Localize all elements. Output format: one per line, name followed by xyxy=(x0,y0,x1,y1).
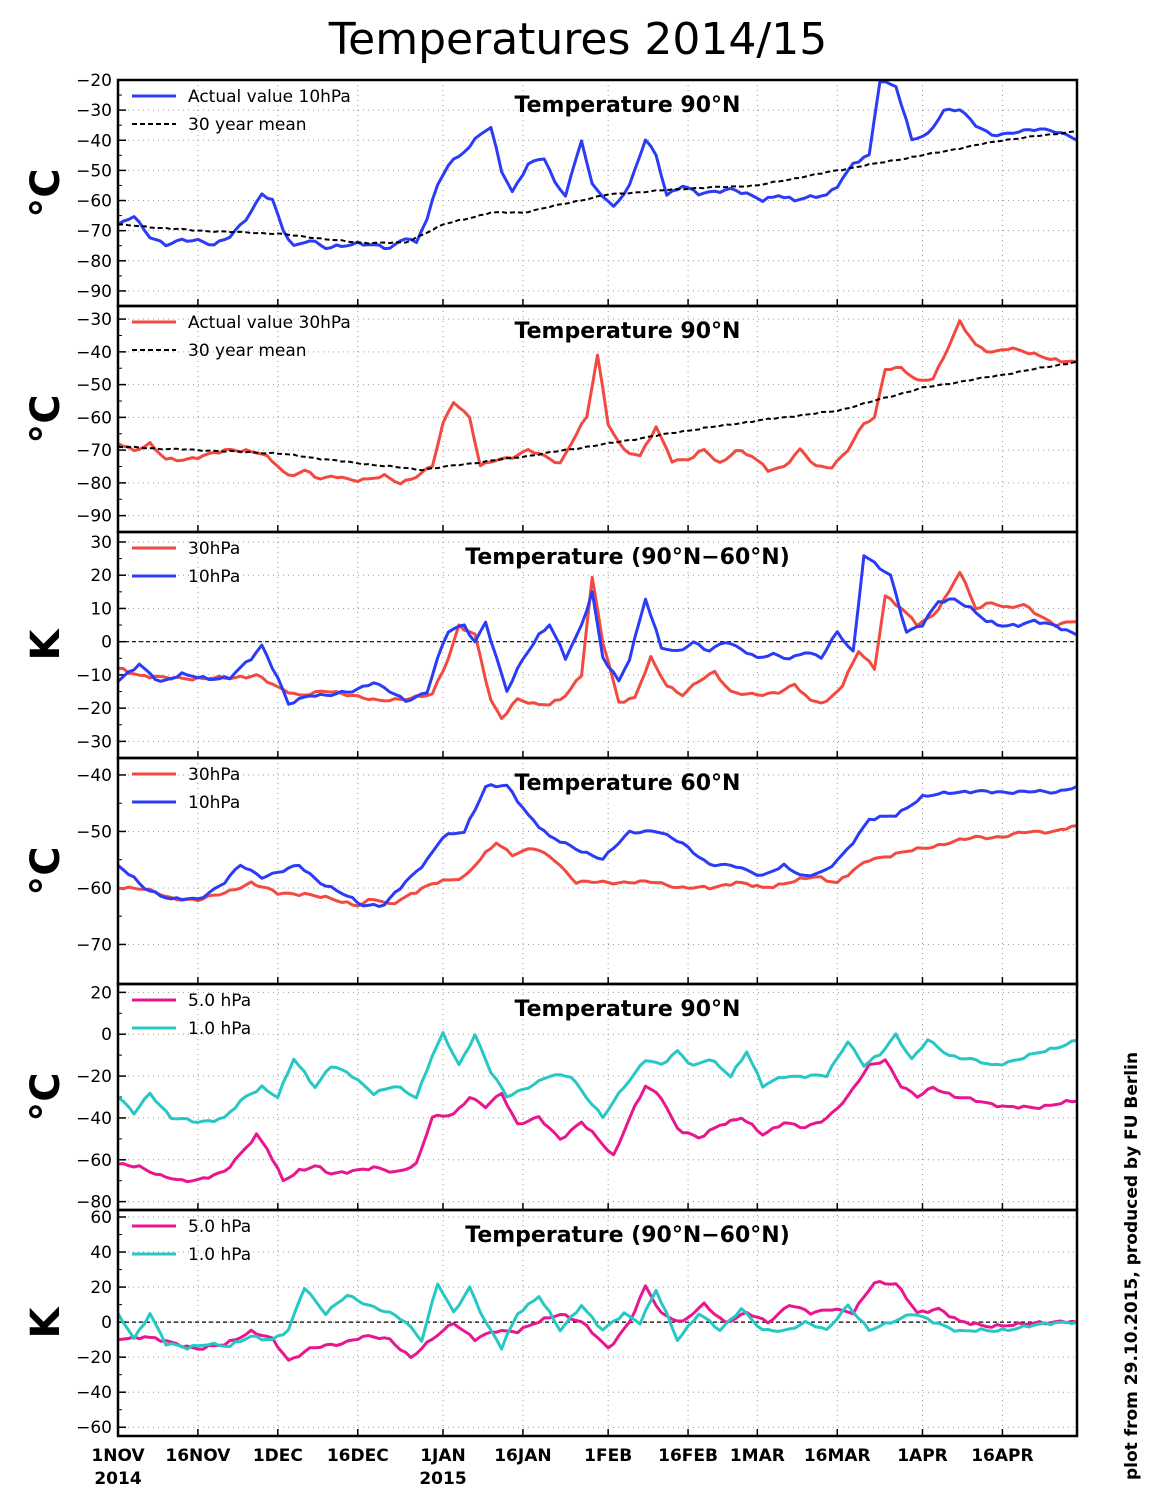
y-tick-label: −40 xyxy=(76,131,112,151)
y-tick-label: −40 xyxy=(76,766,112,786)
y-tick-label: 0 xyxy=(101,633,112,653)
y-axis-label: K xyxy=(23,1306,69,1339)
panel-5: 20 0 −20 −40 −60 −80 Temperature 90°N 5.0 hPa 1.… xyxy=(23,982,1079,1213)
y-tick-label: −10 xyxy=(76,666,112,686)
y-tick-label: −50 xyxy=(76,161,112,181)
panel-6: 60 40 20 0 −20 −40 −60 Temperature (90°N−60°N) 5… xyxy=(23,1208,1079,1438)
y-tick-label: 20 xyxy=(90,566,112,586)
y-tick-label: −30 xyxy=(76,732,112,752)
panel-4: −40 −50 −60 −70 Temperature 60°N 30hPa 10hPa °C xyxy=(23,756,1079,986)
y-tick-label: −50 xyxy=(76,376,112,396)
y-tick-label: 10 xyxy=(90,599,112,619)
y-axis-label: °C xyxy=(23,1072,69,1121)
y-tick-label: 20 xyxy=(90,1278,112,1298)
series-line-2 xyxy=(118,1282,1077,1351)
x-tick-label: 16DEC xyxy=(327,1446,389,1466)
y-tick-label: −30 xyxy=(76,310,112,330)
legend-label: 1.0 hPa xyxy=(188,1019,251,1039)
y-tick-label: −60 xyxy=(76,1151,112,1171)
series-line-2 xyxy=(118,554,1077,706)
y-tick-label: 60 xyxy=(90,1208,112,1228)
legend-label: 30 year mean xyxy=(188,341,307,361)
y-tick-label: −90 xyxy=(76,282,112,302)
y-tick-label: −50 xyxy=(76,822,112,842)
series-line-1 xyxy=(118,319,1077,486)
x-tick-label: 16NOV xyxy=(165,1446,231,1466)
y-axis-label: K xyxy=(23,628,69,661)
panel-title: Temperature 60°N xyxy=(515,771,741,796)
x-tick-year-label: 2014 xyxy=(94,1469,141,1489)
series-line-2 xyxy=(118,130,1077,245)
y-tick-label: −70 xyxy=(76,935,112,955)
y-axis-label: °C xyxy=(23,168,69,217)
x-tick-label: 1DEC xyxy=(253,1446,303,1466)
x-tick-label: 1NOV xyxy=(91,1446,145,1466)
series-line-1 xyxy=(118,1058,1077,1184)
y-tick-label: −90 xyxy=(76,507,112,527)
y-tick-label: −30 xyxy=(76,101,112,121)
panel-frame xyxy=(116,1208,1079,1438)
y-tick-label: −60 xyxy=(76,192,112,212)
y-tick-label: −40 xyxy=(76,1109,112,1129)
y-tick-label: −80 xyxy=(76,474,112,494)
x-tick-label: 16APR xyxy=(971,1446,1033,1466)
legend-label: 30 year mean xyxy=(188,115,307,135)
y-tick-label: −70 xyxy=(76,222,112,242)
legend-label: Actual value 10hPa xyxy=(188,87,351,107)
x-tick-label: 1MAR xyxy=(730,1446,785,1466)
y-tick-label: −60 xyxy=(76,1418,112,1438)
y-tick-label: 0 xyxy=(101,1313,112,1333)
panel-title: Temperature (90°N−60°N) xyxy=(465,1223,790,1248)
main-title: Temperatures 2014/15 xyxy=(328,14,828,65)
y-tick-label: 0 xyxy=(101,1025,112,1045)
legend-label: 30hPa xyxy=(188,539,240,559)
panel-title: Temperature (90°N−60°N) xyxy=(465,545,790,570)
y-tick-label: −20 xyxy=(76,1348,112,1368)
y-tick-label: −20 xyxy=(76,1067,112,1087)
series-line-2 xyxy=(118,1031,1077,1124)
y-tick-label: −80 xyxy=(76,252,112,272)
x-tick-year-label: 2015 xyxy=(419,1469,466,1489)
legend-label: 30hPa xyxy=(188,765,240,785)
credit-text: plot from 29.10.2015, produced by FU Ber… xyxy=(1122,1051,1142,1480)
y-tick-label: −70 xyxy=(76,441,112,461)
y-tick-label: 30 xyxy=(90,533,112,553)
y-tick-label: −40 xyxy=(76,1383,112,1403)
series-line-2 xyxy=(118,783,1077,908)
legend-label: 5.0 hPa xyxy=(188,1217,251,1237)
y-tick-label: −60 xyxy=(76,408,112,428)
x-tick-label: 1APR xyxy=(897,1446,948,1466)
x-tick-label: 16MAR xyxy=(804,1446,871,1466)
panel-2: −30 −40 −50 −60 −70 −80 −90 Temperature 90°N Act… xyxy=(23,304,1079,534)
x-tick-label: 16FEB xyxy=(658,1446,718,1466)
legend-label: 5.0 hPa xyxy=(188,991,251,1011)
panel-title: Temperature 90°N xyxy=(515,93,741,118)
panel-title: Temperature 90°N xyxy=(515,997,741,1022)
series-line-1 xyxy=(118,80,1077,251)
y-tick-label: 20 xyxy=(90,983,112,1003)
legend-label: 1.0 hPa xyxy=(188,1245,251,1265)
x-tick-label: 16JAN xyxy=(494,1446,551,1466)
y-axis-label: °C xyxy=(23,394,69,443)
panel-3: 30 20 10 0 −10 −20 −30 Temperature (90°N−60°N) 3… xyxy=(23,530,1079,760)
y-tick-label: −20 xyxy=(76,71,112,91)
y-tick-label: 40 xyxy=(90,1243,112,1263)
y-tick-label: −40 xyxy=(76,343,112,363)
y-tick-label: −60 xyxy=(76,879,112,899)
x-axis: 1NOV 2014 16NOV 1DEC 16DEC 1JAN 2015 16JAN 1FEB 1… xyxy=(91,1446,1033,1489)
x-tick-label: 1FEB xyxy=(584,1446,632,1466)
panel-1: −20 −30 −40 −50 −60 −70 −80 −90 Temperature 90°N… xyxy=(23,71,1079,308)
series-line-1 xyxy=(118,824,1077,908)
y-tick-label: −80 xyxy=(76,1193,112,1213)
legend-label: 10hPa xyxy=(188,567,240,587)
panel-title: Temperature 90°N xyxy=(515,319,741,344)
legend-label: 10hPa xyxy=(188,793,240,813)
x-tick-label: 1JAN xyxy=(420,1446,466,1466)
series-line-1 xyxy=(118,1280,1077,1362)
y-axis-label: °C xyxy=(23,846,69,895)
y-tick-label: −20 xyxy=(76,699,112,719)
legend-label: Actual value 30hPa xyxy=(188,313,351,333)
series-line-2 xyxy=(118,360,1077,472)
